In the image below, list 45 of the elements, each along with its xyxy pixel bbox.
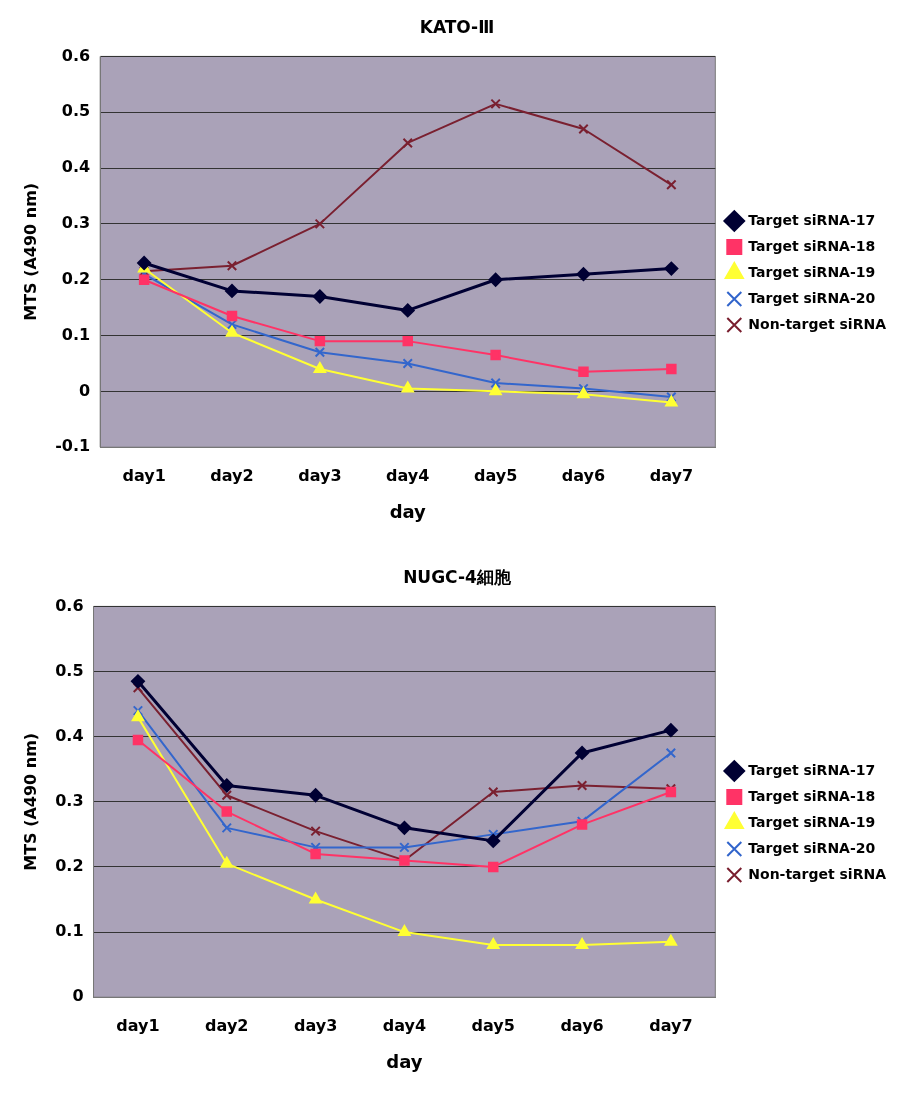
y-tick-label: 0.2 — [55, 856, 84, 876]
x-tick-label: day7 — [649, 1015, 693, 1035]
x-tick-label: day2 — [210, 465, 254, 485]
chart-title: KATO-Ⅲ — [419, 16, 495, 37]
y-tick-label: 0.3 — [55, 790, 84, 810]
x-tick-label: day6 — [561, 465, 606, 485]
legend-label: Target siRNA-18 — [748, 237, 876, 254]
legend-label: Target siRNA-20 — [748, 839, 876, 856]
legend-label: Target siRNA-20 — [748, 289, 876, 306]
y-tick-label: 0.6 — [55, 595, 84, 615]
legend-label: Non-target siRNA — [748, 865, 887, 882]
y-axis-title: MTS (A490 nm) — [20, 182, 40, 321]
x-tick-label: day1 — [116, 1015, 160, 1035]
y-tick-label: 0.5 — [55, 660, 84, 680]
legend-label: Target siRNA-17 — [748, 761, 876, 778]
y-tick-label: 0 — [72, 986, 84, 1006]
y-tick-label: 0.1 — [55, 921, 84, 941]
x-tick-label: day6 — [560, 1015, 604, 1035]
x-tick-label: day5 — [473, 465, 518, 485]
x-tick-label: day1 — [122, 465, 166, 485]
x-axis-title: day — [386, 1050, 423, 1072]
legend-label: Target siRNA-19 — [748, 813, 876, 830]
x-tick-label: day4 — [386, 465, 430, 485]
chart-title: NUGC-4細胞 — [403, 566, 512, 587]
x-tick-label: day2 — [205, 1015, 249, 1035]
y-tick-label: -0.1 — [55, 436, 91, 456]
y-tick-label: 0.2 — [61, 268, 91, 288]
legend-label: Target siRNA-18 — [748, 787, 876, 804]
legend-label: Target siRNA-17 — [748, 211, 876, 228]
y-tick-label: 0.3 — [61, 213, 91, 233]
x-tick-label: day3 — [293, 1015, 338, 1035]
x-tick-label: day5 — [471, 1015, 515, 1035]
y-tick-label: 0 — [79, 380, 91, 400]
x-tick-label: day4 — [382, 1015, 427, 1035]
y-tick-label: 0.5 — [61, 101, 91, 121]
y-axis-title: MTS (A490 nm) — [20, 732, 40, 871]
y-tick-label: 0.4 — [61, 157, 91, 177]
y-tick-label: 0.1 — [61, 324, 91, 344]
legend-label: Target siRNA-19 — [748, 263, 876, 280]
x-tick-label: day7 — [649, 465, 694, 485]
legend-label: Non-target siRNA — [748, 315, 887, 332]
y-tick-label: 0.6 — [61, 45, 91, 65]
x-tick-label: day3 — [298, 465, 342, 485]
y-tick-label: 0.4 — [55, 725, 84, 745]
x-axis-title: day — [389, 500, 427, 522]
